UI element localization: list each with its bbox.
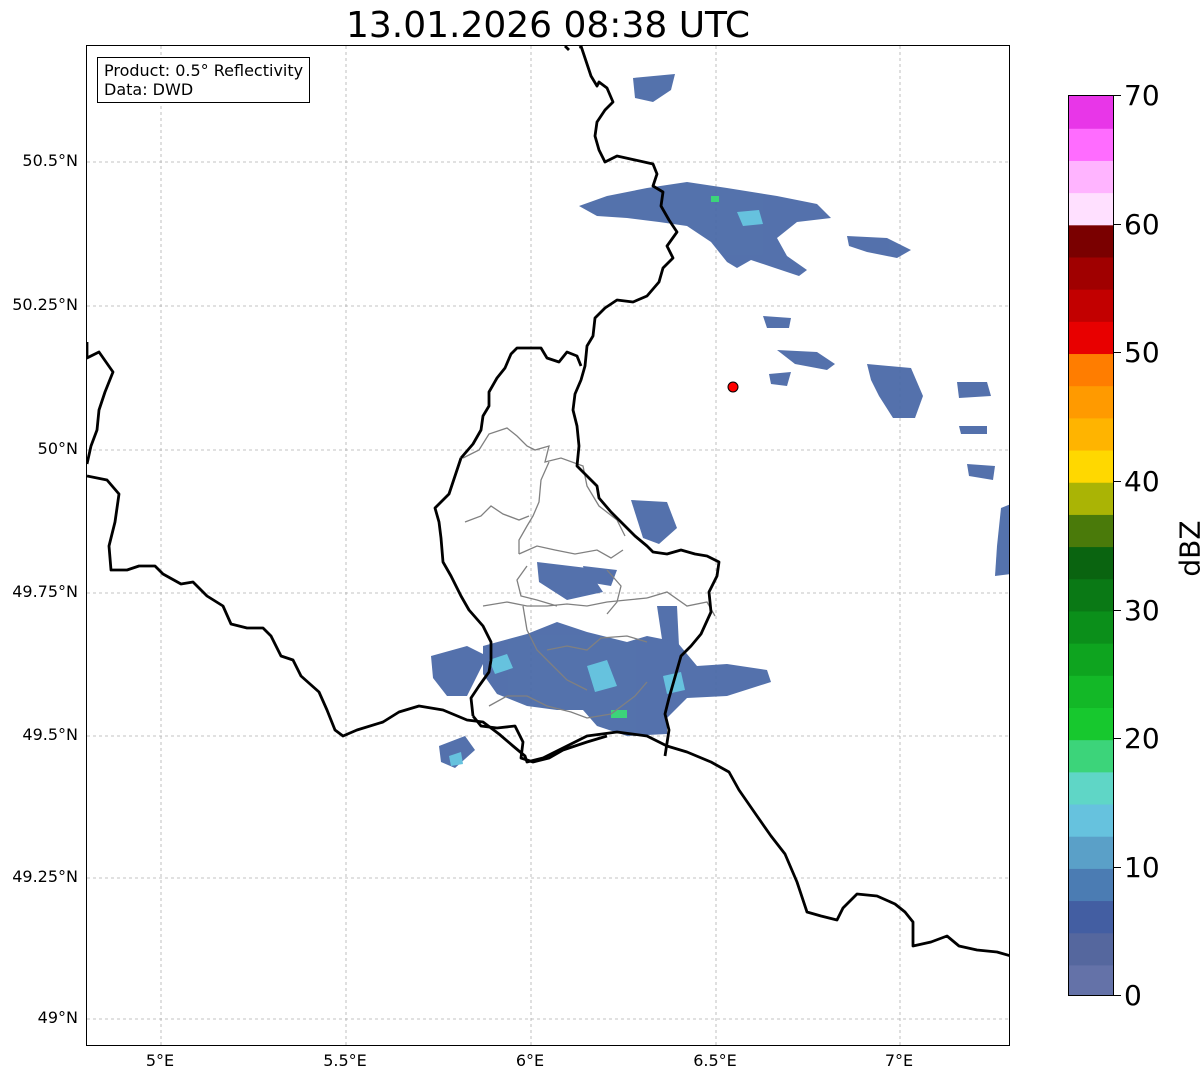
colorbar-segment bbox=[1069, 675, 1113, 708]
colorbar-tick bbox=[1114, 352, 1121, 353]
colorbar-tick bbox=[1114, 738, 1121, 739]
lon-tick-label: 6.5°E bbox=[693, 1051, 737, 1070]
colorbar-segment bbox=[1069, 224, 1113, 258]
colorbar-unit-label: dBZ bbox=[1173, 520, 1202, 577]
colorbar-segment bbox=[1069, 353, 1113, 387]
colorbar-tick bbox=[1114, 867, 1121, 868]
colorbar-tick bbox=[1114, 481, 1121, 482]
colorbar-segment bbox=[1069, 546, 1113, 580]
colorbar-tick bbox=[1114, 95, 1121, 96]
colorbar-tick bbox=[1114, 224, 1121, 225]
colorbar-segment bbox=[1069, 771, 1113, 805]
colorbar-tick-label: 20 bbox=[1124, 722, 1160, 755]
data-source-label: Data: DWD bbox=[104, 80, 194, 99]
colorbar-segment bbox=[1069, 514, 1113, 548]
colorbar-tick-label: 30 bbox=[1124, 594, 1160, 627]
colorbar-segment bbox=[1069, 707, 1113, 741]
map-title: 13.01.2026 08:38 UTC bbox=[345, 5, 751, 46]
lon-tick-label: 7°E bbox=[884, 1051, 914, 1070]
colorbar-segment bbox=[1069, 643, 1113, 676]
colorbar-tick-label: 50 bbox=[1124, 336, 1160, 369]
lat-tick-label: 50°N bbox=[37, 439, 78, 458]
colorbar-tick-label: 0 bbox=[1124, 979, 1142, 1012]
district-boundaries bbox=[462, 427, 716, 719]
colorbar-segment bbox=[1069, 256, 1113, 290]
product-info-box: Product: 0.5° Reflectivity Data: DWD bbox=[97, 57, 311, 103]
product-label: Product: 0.5° Reflectivity bbox=[104, 61, 304, 80]
colorbar-segment bbox=[1069, 482, 1113, 515]
colorbar-segment bbox=[1069, 417, 1113, 451]
colorbar-tick-label: 10 bbox=[1124, 851, 1160, 884]
colorbar-tick bbox=[1114, 995, 1121, 996]
colorbar-segment bbox=[1069, 868, 1113, 902]
colorbar-segment bbox=[1069, 449, 1113, 483]
colorbar-segment bbox=[1069, 321, 1113, 355]
colorbar bbox=[1068, 95, 1114, 996]
national-borders bbox=[87, 46, 1009, 957]
radar-map[interactable] bbox=[86, 45, 1010, 1046]
radar-site-marker[interactable] bbox=[727, 381, 739, 393]
colorbar-segment bbox=[1069, 289, 1113, 322]
colorbar-segment bbox=[1069, 160, 1113, 194]
colorbar-tick-label: 60 bbox=[1124, 208, 1160, 241]
map-canvas bbox=[87, 46, 1009, 1045]
lon-tick-label: 6°E bbox=[515, 1051, 545, 1070]
lat-tick-label: 49.75°N bbox=[12, 582, 78, 601]
colorbar-segment bbox=[1069, 739, 1113, 773]
colorbar-segment bbox=[1069, 192, 1113, 226]
gridlines bbox=[87, 46, 1009, 1045]
radar-echoes bbox=[431, 74, 1009, 768]
colorbar-tick bbox=[1114, 610, 1121, 611]
colorbar-tick-label: 70 bbox=[1124, 79, 1160, 112]
lat-tick-label: 49.5°N bbox=[22, 725, 78, 744]
lat-tick-label: 50.5°N bbox=[22, 151, 78, 170]
colorbar-segment bbox=[1069, 932, 1113, 966]
colorbar-segment bbox=[1069, 900, 1113, 934]
colorbar-gradient bbox=[1069, 96, 1113, 995]
colorbar-segment bbox=[1069, 836, 1113, 869]
colorbar-segment bbox=[1069, 964, 1113, 995]
colorbar-segment bbox=[1069, 128, 1113, 161]
lat-tick-label: 50.25°N bbox=[12, 295, 78, 314]
colorbar-segment bbox=[1069, 610, 1113, 644]
lat-tick-label: 49°N bbox=[37, 1008, 78, 1027]
lon-tick-label: 5°E bbox=[145, 1051, 175, 1070]
colorbar-segment bbox=[1069, 578, 1113, 612]
lon-tick-label: 5.5°E bbox=[323, 1051, 367, 1070]
colorbar-segment bbox=[1069, 803, 1113, 837]
lat-tick-label: 49.25°N bbox=[12, 867, 78, 886]
colorbar-segment bbox=[1069, 385, 1113, 419]
colorbar-tick-label: 40 bbox=[1124, 465, 1160, 498]
colorbar-segment bbox=[1069, 96, 1113, 129]
